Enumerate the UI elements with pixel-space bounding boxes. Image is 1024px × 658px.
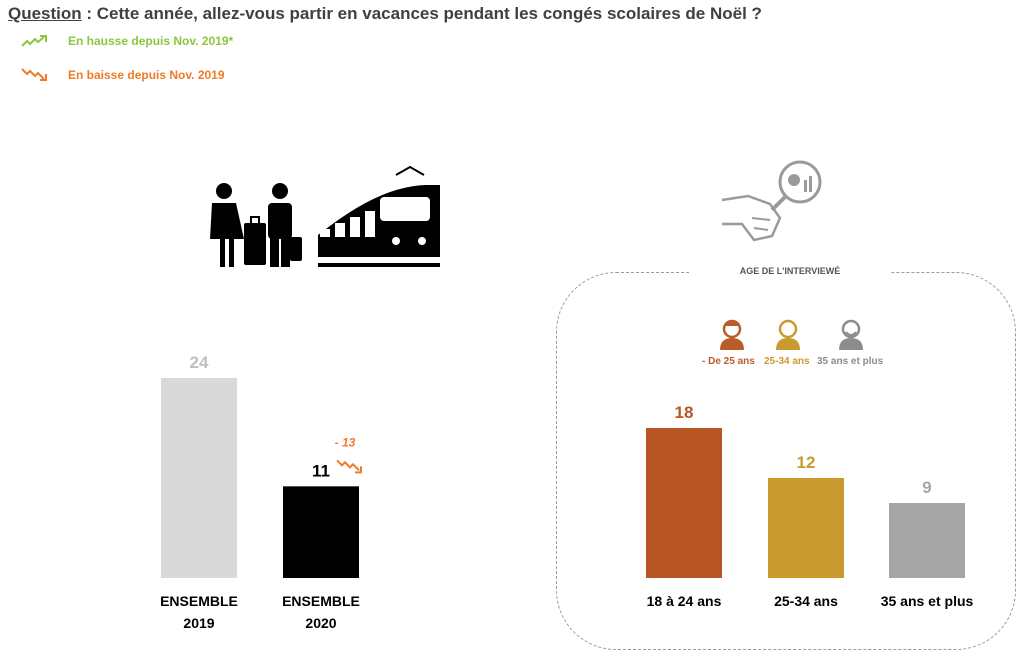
travelers-train-icon — [210, 165, 440, 267]
bar — [283, 486, 359, 578]
category-label: 18 à 24 ans — [647, 593, 722, 609]
category-label: ENSEMBLE — [160, 593, 238, 609]
trend-down-icon-arrow — [355, 466, 362, 474]
bar-value-label: 24 — [190, 353, 209, 372]
bar — [768, 478, 844, 578]
category-label: 35 ans et plus — [881, 593, 974, 609]
bar-value-label: 12 — [797, 453, 816, 472]
legend-down-label: En baisse depuis Nov. 2019 — [68, 68, 225, 82]
category-label: ENSEMBLE — [282, 593, 360, 609]
young-person-icon — [720, 319, 744, 350]
adult-person-icon — [776, 319, 800, 350]
bar — [646, 428, 722, 578]
category-label: 2019 — [183, 615, 214, 631]
bar — [161, 378, 237, 578]
bar-value-label: 18 — [675, 403, 694, 422]
legend-up-label: En hausse depuis Nov. 2019* — [68, 34, 234, 48]
legend-down: En baisse depuis Nov. 2019 — [20, 66, 225, 84]
age-legend-adult: 25-34 ans — [764, 356, 810, 367]
category-label: 2020 — [305, 615, 336, 631]
trend-up-icon — [21, 35, 47, 47]
trend-down-icon — [336, 459, 360, 472]
bar — [889, 503, 965, 578]
change-annotation: - 13 — [335, 435, 356, 449]
legend-up: En hausse depuis Nov. 2019* — [20, 34, 233, 48]
hand-magnifier-icon — [721, 160, 822, 242]
trend-down-icon — [21, 68, 47, 81]
question-label: Question — [8, 4, 82, 23]
question-text: Question : Cette année, allez-vous parti… — [8, 4, 762, 24]
bar-value-label: 9 — [922, 478, 931, 497]
bar-value-label: 11 — [312, 461, 330, 480]
older-person-icon — [839, 319, 863, 350]
question-body: : Cette année, allez-vous partir en vaca… — [81, 4, 762, 23]
age-legend-older: 35 ans et plus — [817, 356, 884, 367]
age-section-title: AGE DE L'INTERVIEWÉ — [739, 266, 841, 276]
category-label: 25-34 ans — [774, 593, 838, 609]
age-legend-young: - De 25 ans — [702, 356, 755, 367]
